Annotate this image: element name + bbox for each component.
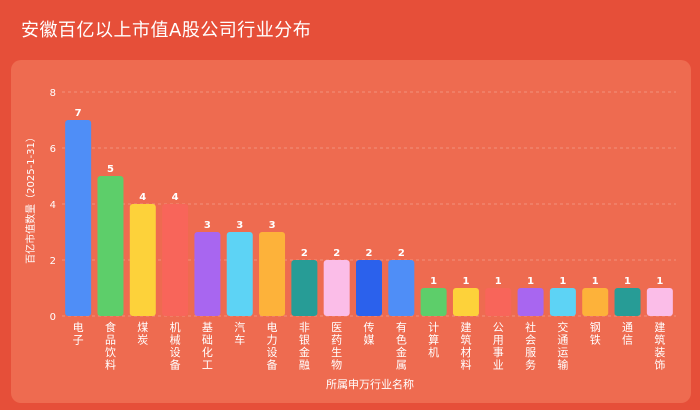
bar	[259, 232, 286, 316]
x-tick-label: 基础化工	[202, 321, 213, 372]
bar	[323, 260, 350, 316]
data-label: 4	[172, 192, 179, 203]
bar	[614, 288, 641, 316]
bar	[452, 288, 479, 316]
bar	[549, 288, 576, 316]
x-tick-label: 计算机	[428, 321, 439, 359]
data-label: 1	[495, 276, 502, 287]
y-tick-label: 6	[50, 144, 56, 155]
bar	[388, 260, 415, 316]
data-label: 5	[107, 164, 114, 175]
x-tick-label: 传媒	[364, 321, 375, 347]
bar	[646, 288, 673, 316]
x-tick-label: 电力设备	[267, 321, 278, 372]
x-tick-label: 医药生物	[331, 321, 342, 372]
data-label: 3	[236, 220, 243, 231]
y-tick-label: 4	[50, 200, 56, 211]
x-tick-label: 建筑材料	[460, 320, 471, 372]
bar	[97, 176, 124, 316]
x-tick-label: 交通运输	[557, 320, 568, 372]
bar	[65, 120, 92, 316]
y-tick-label: 0	[50, 312, 56, 323]
x-tick-label: 有色金属	[396, 320, 407, 372]
x-tick-label: 机械设备	[170, 320, 181, 372]
data-label: 1	[527, 276, 534, 287]
x-tick-label: 汽车	[234, 320, 245, 347]
bars	[65, 120, 673, 316]
data-label: 2	[301, 248, 308, 259]
x-tick-label: 电子	[73, 321, 84, 347]
data-label: 2	[333, 248, 340, 259]
x-tick-label: 煤炭	[137, 321, 148, 347]
data-label: 2	[398, 248, 405, 259]
x-tick-label: 钢铁	[590, 321, 601, 347]
x-tick-label: 公用事业	[493, 321, 504, 372]
chart-card	[11, 60, 691, 403]
bar	[291, 260, 318, 316]
x-tick-label: 社会服务	[525, 320, 536, 372]
y-axis-ticks: 0 2 4 6 8	[50, 88, 56, 323]
x-axis-label: 所属申万行业名称	[326, 377, 414, 391]
y-tick-label: 8	[50, 88, 56, 99]
bar	[356, 260, 382, 316]
bar	[485, 288, 512, 316]
data-label: 4	[139, 192, 146, 203]
x-tick-label: 食品饮料	[105, 320, 116, 372]
data-label: 1	[559, 276, 566, 287]
bar	[582, 288, 609, 316]
bar	[162, 204, 189, 316]
bar	[517, 288, 544, 316]
bar	[129, 204, 156, 316]
data-label: 3	[269, 220, 276, 231]
data-label: 3	[204, 220, 211, 231]
x-tick-label: 非银金融	[299, 321, 310, 372]
data-label: 1	[462, 276, 469, 287]
x-tick-label: 通信	[622, 321, 633, 347]
data-label: 1	[430, 276, 437, 287]
data-label: 1	[656, 276, 663, 287]
data-label: 1	[592, 276, 599, 287]
bar	[226, 232, 253, 316]
data-label: 7	[75, 108, 82, 119]
y-tick-label: 2	[50, 256, 56, 267]
x-axis-ticks: 电子 食品饮料 煤炭 机械设备 基础化工 汽车 电力设备 非银金融 医药生物 传媒 有色金属 计算机 建…	[73, 320, 666, 372]
page-title: 安徽百亿以上市值A股公司行业分布	[21, 20, 312, 41]
data-labels: 7 5 4 4 3 3 3 2 2 2 2 1 1 1 1 1 1 1 1	[75, 108, 664, 287]
bar	[420, 288, 447, 316]
x-tick-label: 建筑装饰	[654, 320, 665, 372]
data-label: 1	[624, 276, 631, 287]
bar	[194, 232, 221, 316]
y-axis-label: 百亿市值数量（2025-1-31）	[24, 132, 37, 264]
data-label: 2	[366, 248, 373, 259]
